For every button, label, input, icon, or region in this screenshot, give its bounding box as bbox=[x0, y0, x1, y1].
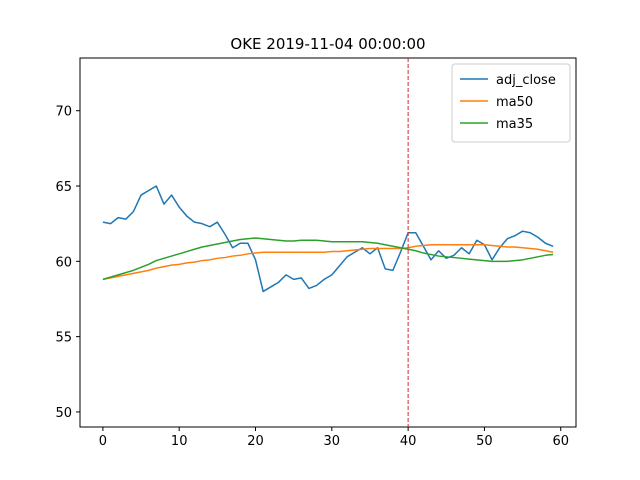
legend-label-ma35: ma35 bbox=[496, 117, 533, 132]
x-tick-label: 10 bbox=[171, 434, 188, 449]
plot-area bbox=[79, 57, 577, 428]
series-line-ma50 bbox=[102, 244, 554, 281]
x-tick-label: 30 bbox=[324, 434, 341, 449]
series-layer bbox=[102, 58, 554, 427]
y-tick-label: 60 bbox=[55, 255, 72, 270]
x-tick-label: 40 bbox=[400, 434, 417, 449]
y-axis: 50 55 60 65 70 bbox=[55, 105, 80, 421]
legend: adj_close ma50 ma35 bbox=[451, 63, 571, 143]
x-tick-label: 50 bbox=[476, 434, 493, 449]
x-tick-label: 0 bbox=[99, 434, 107, 449]
x-tick-label: 60 bbox=[552, 434, 569, 449]
legend-label-ma50: ma50 bbox=[496, 95, 533, 110]
y-tick-label: 70 bbox=[55, 105, 72, 120]
chart-title: OKE 2019-11-04 00:00:00 bbox=[230, 35, 425, 53]
series-line-adj_close bbox=[102, 185, 554, 293]
series-line-ma35 bbox=[102, 237, 554, 281]
y-tick-label: 55 bbox=[55, 331, 72, 346]
x-axis: 0 10 20 30 40 50 60 bbox=[99, 427, 569, 449]
legend-label-adj_close: adj_close bbox=[496, 73, 556, 88]
x-tick-label: 20 bbox=[247, 434, 264, 449]
plot-frame bbox=[79, 57, 577, 428]
y-tick-label: 65 bbox=[55, 180, 72, 195]
y-tick-label: 50 bbox=[55, 406, 72, 421]
